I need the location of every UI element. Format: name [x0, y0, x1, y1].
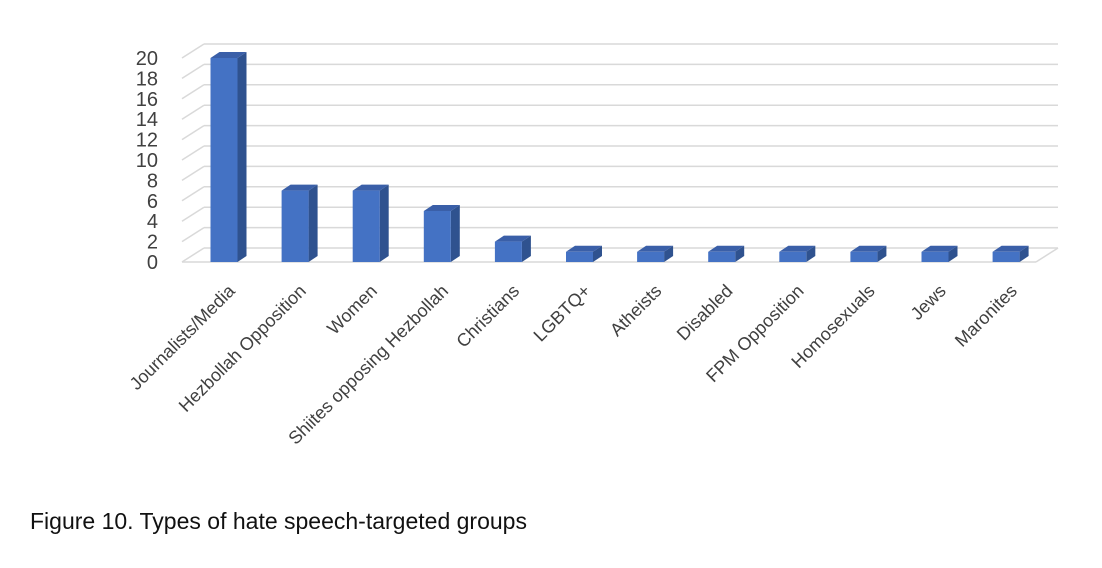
bar-top-face: [281, 184, 318, 191]
bar-front-face: [566, 251, 593, 262]
x-category-label: Women: [323, 281, 381, 339]
gridline-depth: [181, 124, 205, 141]
bar-top-face: [566, 245, 602, 252]
x-category-label: Christians: [452, 281, 523, 352]
floor-right-edge: [1035, 247, 1059, 263]
bar: [281, 184, 318, 262]
gridline-depth: [181, 186, 205, 202]
bar-top-face: [850, 245, 887, 252]
x-category-label: Maronites: [951, 281, 1021, 351]
gridline-depth: [181, 165, 205, 182]
bar-side-face: [877, 245, 887, 262]
bar-side-face: [521, 235, 531, 262]
y-tick-label: 4: [147, 211, 158, 233]
bar: [637, 245, 674, 262]
bar-top-face: [708, 245, 745, 252]
bar-side-face: [1019, 245, 1029, 262]
x-category-label: LGBTQ+: [530, 281, 595, 346]
bar-side-face: [735, 245, 745, 262]
bar-side-face: [806, 245, 816, 262]
bar-front-face: [637, 251, 665, 262]
bar: [210, 52, 247, 262]
gridline-depth: [181, 145, 205, 161]
bar-front-face: [921, 251, 949, 262]
y-tick-label: 6: [147, 191, 158, 213]
bar-front-face: [423, 211, 451, 262]
bar-side-face: [237, 52, 247, 262]
bar-front-face: [850, 251, 878, 262]
bar-front-face: [281, 190, 309, 262]
y-tick-label: 18: [136, 68, 158, 90]
gridline-depth: [181, 247, 205, 263]
bar-top-face: [637, 245, 674, 252]
bar-front-face: [352, 190, 380, 262]
bar-top-face: [352, 184, 389, 191]
bar: [992, 245, 1029, 262]
gridline-depth: [181, 206, 205, 222]
bar-side-face: [379, 184, 389, 262]
bar: [921, 245, 958, 262]
gridline-depth: [181, 63, 205, 80]
bar-top-face: [992, 245, 1029, 252]
bar: [708, 245, 745, 262]
bar: [423, 205, 460, 262]
gridlines: [181, 43, 1059, 263]
bar: [566, 245, 602, 262]
bar: [494, 235, 531, 262]
y-tick-label: 0: [147, 252, 158, 274]
x-category-label: Hezbollah Opposition: [175, 281, 310, 416]
bar: [779, 245, 816, 262]
y-tick-label: 14: [136, 109, 158, 131]
bar-top-face: [779, 245, 816, 252]
y-tick-label: 8: [147, 170, 158, 192]
bar-side-face: [664, 245, 674, 262]
gridline-depth: [181, 104, 205, 120]
bar-top-face: [921, 245, 958, 252]
y-tick-label: 16: [136, 89, 158, 111]
figure-caption: Figure 10. Types of hate speech-targeted…: [30, 508, 527, 534]
bar-side-face: [593, 245, 602, 262]
bar: [850, 245, 887, 262]
bar-front-face: [708, 251, 736, 262]
bar-front-face: [494, 241, 522, 262]
bar-front-face: [992, 251, 1020, 262]
y-tick-label: 12: [136, 130, 158, 152]
bar-side-face: [450, 205, 460, 262]
bar-side-face: [948, 245, 958, 262]
gridline-depth: [181, 43, 205, 59]
bar-front-face: [779, 251, 807, 262]
bar: [352, 184, 389, 262]
x-category-label: Atheists: [606, 281, 665, 340]
y-tick-label: 10: [136, 150, 158, 172]
x-category-label: Disabled: [673, 281, 737, 345]
bar-top-face: [494, 235, 531, 242]
bar-side-face: [308, 184, 318, 262]
y-tick-label: 20: [136, 48, 158, 70]
x-category-label: Jews: [907, 281, 950, 324]
bar-front-face: [210, 58, 238, 262]
bar-top-face: [423, 205, 460, 211]
bars: [210, 52, 1029, 262]
y-tick-label: 2: [147, 232, 158, 254]
bar-top-face: [210, 52, 247, 58]
gridline-depth: [181, 226, 205, 243]
gridline-depth: [181, 84, 205, 100]
